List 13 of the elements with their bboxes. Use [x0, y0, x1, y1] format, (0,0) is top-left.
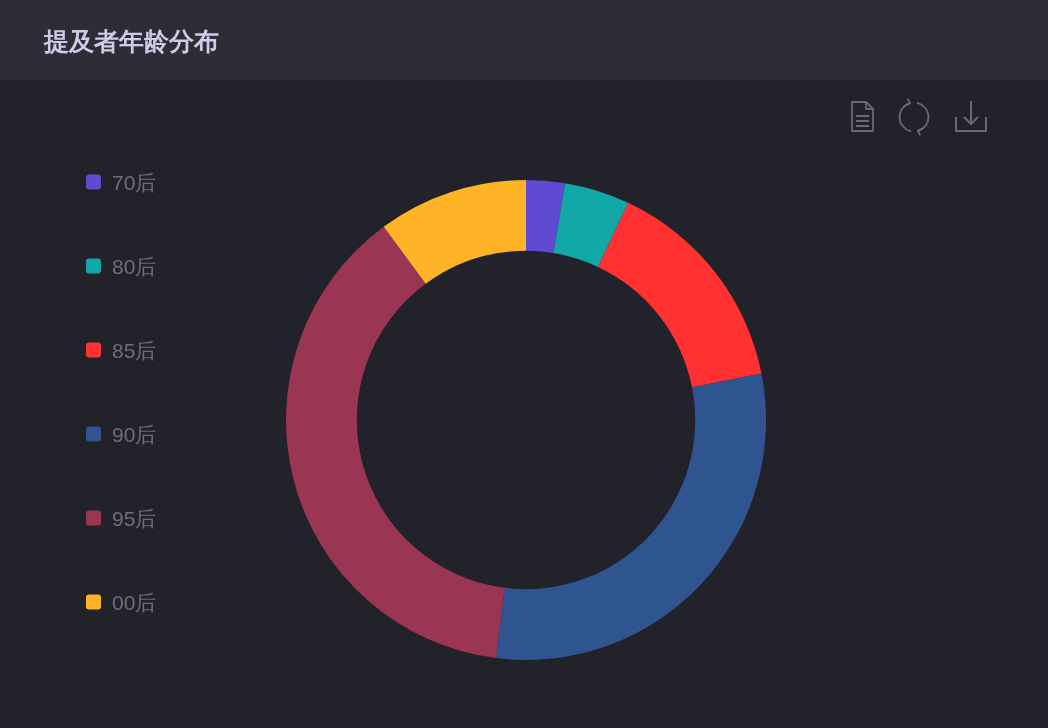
- donut-slice: [553, 183, 629, 267]
- donut-slice: [495, 373, 766, 660]
- legend-label: 85后: [112, 338, 157, 362]
- donut-slice: [526, 180, 566, 254]
- donut-slice: [383, 180, 526, 284]
- legend-label: 90后: [112, 422, 157, 446]
- legend-label: 00后: [112, 590, 157, 614]
- chart-title: 提及者年龄分布: [44, 26, 219, 57]
- legend-label: 80后: [112, 254, 157, 278]
- donut-slice: [286, 226, 505, 659]
- legend-label: 95后: [112, 506, 157, 530]
- donut-slice: [598, 202, 762, 388]
- legend-label: 70后: [112, 170, 157, 194]
